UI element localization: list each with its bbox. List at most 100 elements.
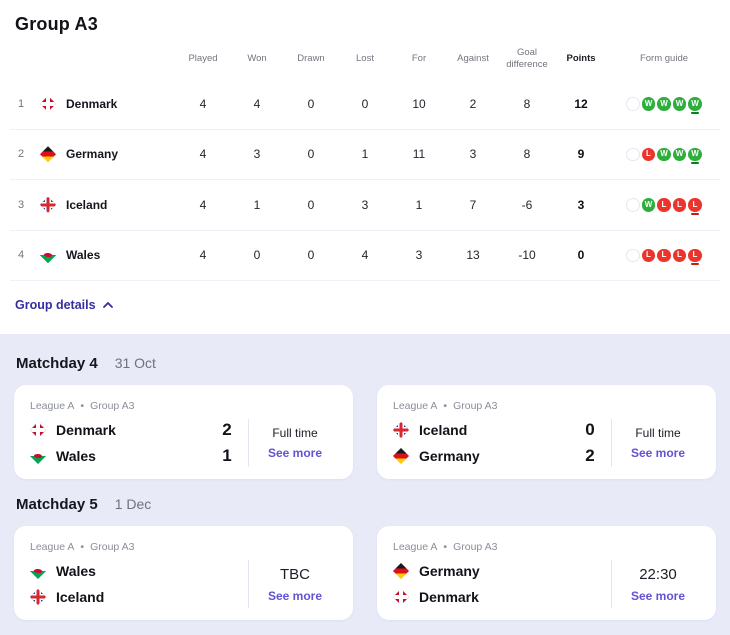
team-cell[interactable]: 4 Wales <box>10 247 176 264</box>
denmark-flag-icon <box>393 589 409 605</box>
match-team-row[interactable]: Iceland 0 <box>393 418 611 442</box>
column-header-drawn: Drawn <box>297 52 325 64</box>
stat-lost: 1 <box>361 147 369 162</box>
match-body: Denmark 2 Wales 1 Full time See more <box>30 417 341 469</box>
form-l-dot: L <box>641 248 656 262</box>
form-empty-dot <box>626 248 640 262</box>
see-more-link[interactable]: See more <box>267 446 323 460</box>
column-header-played: Played <box>188 52 218 64</box>
form-empty-dot <box>626 198 640 212</box>
stat-played: 4 <box>199 197 207 212</box>
page-title: Group A3 <box>15 14 98 34</box>
table-row: 3 Iceland 4 1 0 3 1 7 -6 3 W L L L <box>10 180 720 231</box>
iceland-flag-icon <box>30 589 46 605</box>
match-status: Full time <box>272 426 318 440</box>
stat-goals-for: 11 <box>412 147 426 162</box>
chevron-up-icon <box>102 302 113 308</box>
column-header-won: Won <box>247 52 267 64</box>
position-number: 4 <box>17 249 25 262</box>
group-label: Group A3 <box>90 541 135 553</box>
match-team-score: 2 <box>222 420 232 439</box>
table-row: 2 Germany 4 3 0 1 11 3 8 9 L W W W <box>10 130 720 180</box>
stat-played: 4 <box>199 248 207 263</box>
card-divider <box>611 560 612 608</box>
group-details-toggle[interactable]: Group details <box>15 298 113 312</box>
match-team-name: Iceland <box>56 589 105 605</box>
match-card: League A • Group A3 Iceland 0 Germany 2 Full ti… <box>377 385 716 479</box>
competition-label: League A <box>393 400 438 412</box>
team-cell[interactable]: 2 Germany <box>10 146 176 163</box>
match-info: Full time See more <box>612 417 704 469</box>
match-body: Wales Iceland TBC See more <box>30 558 341 610</box>
form-empty-dot <box>626 147 640 161</box>
match-team-row[interactable]: Wales 1 <box>30 444 248 468</box>
card-divider <box>248 560 249 608</box>
match-teams: Denmark 2 Wales 1 <box>30 417 248 469</box>
stat-goals-for: 3 <box>415 248 423 263</box>
see-more-link[interactable]: See more <box>267 588 323 603</box>
competition-label: League A <box>30 541 75 553</box>
match-team-name: Germany <box>419 448 480 464</box>
match-status: 22:30 <box>639 565 677 583</box>
stat-drawn: 0 <box>307 248 315 263</box>
match-team-score: 1 <box>222 446 232 465</box>
separator-dot: • <box>80 541 85 553</box>
form-w-dot: W <box>688 97 702 113</box>
match-teams: Germany Denmark <box>393 558 611 610</box>
match-competition-line: League A • Group A3 <box>393 541 704 553</box>
match-team-row[interactable]: Germany 2 <box>393 444 611 468</box>
match-team-name: Wales <box>56 448 96 464</box>
standings-panel: Group A3 Played Won Drawn Lost For Against Goa… <box>0 0 730 314</box>
team-cell[interactable]: 3 Iceland <box>10 196 176 213</box>
iceland-flag-icon <box>393 422 409 438</box>
wales-flag-icon <box>40 247 56 264</box>
stat-played: 4 <box>199 96 207 111</box>
match-team-row[interactable]: Iceland <box>30 585 248 609</box>
match-team-score: 0 <box>585 420 595 439</box>
denmark-flag-icon <box>30 422 46 438</box>
match-status: Full time <box>635 426 681 440</box>
competition-label: League A <box>30 400 75 412</box>
competition-label: League A <box>393 541 438 553</box>
see-more-link[interactable]: See more <box>630 588 686 603</box>
column-header-form-guide: Form guide <box>639 52 689 64</box>
team-cell[interactable]: 1 Denmark <box>10 95 176 112</box>
matchdays-section: Matchday 4 31 Oct League A • Group A3 Denmark… <box>0 334 730 635</box>
stat-won: 0 <box>253 248 261 263</box>
form-w-dot: W <box>672 147 687 161</box>
match-team-row[interactable]: Denmark 2 <box>30 418 248 442</box>
table-row: 4 Wales 4 0 0 4 3 13 -10 0 L L L L <box>10 231 720 281</box>
match-card: League A • Group A3 Denmark 2 Wales 1 Full time… <box>14 385 353 479</box>
position-number: 3 <box>17 198 25 211</box>
match-team-name: Denmark <box>56 422 116 438</box>
stat-lost: 4 <box>361 248 369 263</box>
form-l-dot: L <box>657 248 671 262</box>
group-label: Group A3 <box>453 541 498 553</box>
form-l-dot: L <box>672 198 687 212</box>
form-w-dot: W <box>688 147 702 164</box>
match-team-row[interactable]: Germany <box>393 559 611 583</box>
group-label: Group A3 <box>90 400 135 412</box>
form-l-dot: L <box>688 248 702 265</box>
match-cards: League A • Group A3 Wales Iceland TBC See more… <box>14 526 716 620</box>
team-name: Wales <box>66 248 101 263</box>
stat-won: 4 <box>253 96 261 111</box>
see-more-link[interactable]: See more <box>630 446 686 460</box>
wales-flag-icon <box>30 563 46 579</box>
match-team-row[interactable]: Denmark <box>393 585 611 609</box>
germany-flag-icon <box>393 448 409 464</box>
card-divider <box>611 419 612 467</box>
group-label: Group A3 <box>453 400 498 412</box>
germany-flag-icon <box>40 146 56 163</box>
column-header-lost: Lost <box>356 52 374 64</box>
matchday-header: Matchday 4 31 Oct <box>16 355 714 372</box>
form-w-dot: W <box>641 97 656 111</box>
stat-drawn: 0 <box>307 147 315 162</box>
separator-dot: • <box>80 400 85 412</box>
match-team-row[interactable]: Wales <box>30 559 248 583</box>
stat-goals-for: 10 <box>412 96 426 111</box>
match-team-name: Wales <box>56 563 96 579</box>
